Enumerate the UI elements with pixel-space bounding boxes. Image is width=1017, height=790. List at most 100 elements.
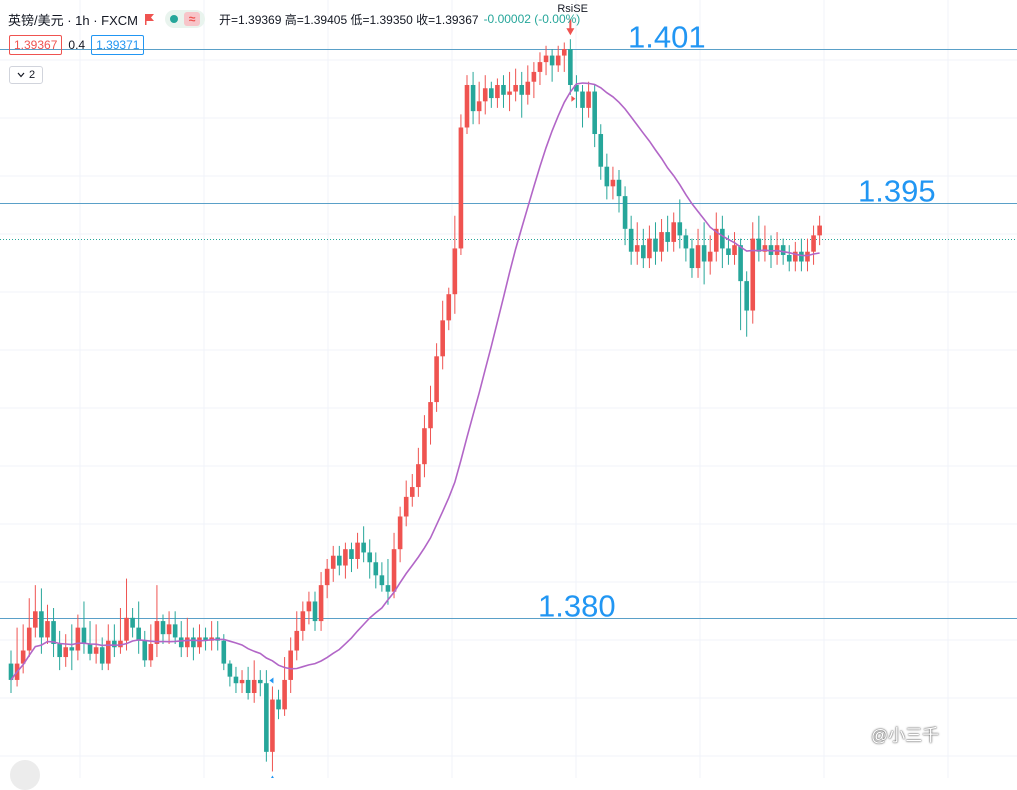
candle-body — [665, 232, 670, 242]
candle-body — [616, 179, 622, 197]
level-label: 1.380 — [538, 589, 616, 624]
tradingview-logo-icon[interactable] — [10, 760, 40, 790]
candle-body — [610, 179, 616, 187]
candle-body — [324, 568, 330, 586]
watermark-text: @小三千 — [871, 726, 940, 745]
candle-body — [251, 679, 257, 694]
candle-body — [507, 91, 512, 95]
candle-body — [221, 640, 227, 664]
candle-body — [434, 356, 439, 403]
buy-price-button[interactable]: 1.39371 — [91, 35, 145, 55]
candle-body — [701, 245, 707, 262]
candle-body — [799, 251, 804, 262]
market-open-icon — [170, 15, 179, 23]
candle-body — [20, 650, 26, 664]
candle-body — [811, 235, 816, 252]
candle-body — [87, 643, 93, 654]
candle-body — [288, 650, 293, 680]
candle-body — [598, 134, 604, 167]
indicator-count: 2 — [28, 69, 36, 81]
candle-body — [634, 245, 640, 252]
candle-body — [349, 549, 354, 559]
candle-body — [8, 663, 14, 680]
candle-body — [93, 647, 99, 654]
candle-body — [227, 663, 233, 677]
candle-body — [239, 679, 245, 684]
candle-body — [45, 621, 50, 638]
candle-body — [561, 49, 567, 56]
candle-body — [130, 617, 135, 628]
candle-body — [124, 617, 129, 641]
candle-body — [726, 248, 731, 255]
candle-body — [793, 251, 798, 262]
candle-body — [653, 238, 658, 252]
moving-average-line — [10, 82, 820, 681]
candle-body — [738, 245, 743, 282]
candle-body — [63, 647, 69, 658]
candle-body — [659, 232, 664, 252]
candle-body — [513, 84, 518, 92]
candle-body — [416, 464, 421, 488]
candle-body — [817, 225, 822, 236]
ohlc-values: 开=1.39369 高=1.39405 低=1.39350 收=1.39367 — [219, 12, 479, 27]
flag-icon[interactable] — [144, 13, 155, 25]
long-arrow-icon — [270, 775, 274, 778]
candle-body — [385, 585, 391, 592]
candle-body — [391, 549, 397, 592]
candle-body — [294, 630, 300, 651]
candle-body — [26, 627, 32, 651]
candle-body — [112, 640, 117, 648]
candle-body — [142, 640, 148, 661]
candle-body — [409, 487, 415, 497]
candle-body — [282, 679, 287, 710]
indicator-legend-toggle[interactable]: 2 — [9, 66, 43, 84]
candle-body — [191, 637, 196, 648]
candle-body — [166, 624, 172, 635]
candle-body — [337, 555, 342, 566]
candle-body — [118, 640, 123, 648]
spread-value: 0.4 — [68, 38, 86, 52]
candle-body — [33, 611, 38, 628]
signal-qty: -2 — [566, 0, 576, 2]
candle-body — [276, 699, 281, 710]
candle-body — [379, 575, 385, 586]
candle-body — [549, 55, 555, 66]
candle-body — [555, 55, 561, 66]
candle-body — [695, 245, 701, 269]
candle-body — [51, 621, 56, 644]
market-status-pill[interactable]: ≈ — [165, 10, 206, 28]
symbol-title[interactable]: 英镑/美元 · 1h · FXCM — [8, 12, 139, 28]
candle-body — [744, 281, 749, 311]
sell-price-button[interactable]: 1.39367 — [9, 35, 63, 55]
candle-body — [57, 643, 62, 658]
candle-body — [361, 542, 366, 553]
candle-body — [574, 84, 579, 92]
candle-body — [470, 84, 476, 112]
candle-body — [330, 555, 336, 569]
candle-body — [683, 235, 689, 249]
candle-body — [458, 127, 464, 249]
candle-body — [233, 676, 239, 684]
candle-body — [689, 248, 695, 269]
candle-body — [403, 496, 409, 517]
candle-body — [495, 84, 500, 99]
candle-body — [543, 55, 549, 63]
candle-body — [671, 222, 677, 242]
candle-body — [568, 49, 573, 85]
candle-body — [373, 562, 379, 576]
candle-body — [732, 245, 737, 255]
candle-body — [300, 611, 306, 631]
candle-body — [786, 254, 792, 262]
candle-body — [172, 624, 178, 638]
price-row: 1.39367 0.4 1.39371 — [9, 35, 145, 55]
candle-body — [397, 516, 403, 550]
candle-body — [105, 640, 111, 664]
candle-body — [622, 196, 628, 229]
candle-body — [750, 238, 756, 311]
short-arrow-icon — [566, 19, 575, 36]
candle-body — [148, 643, 154, 661]
candle-body — [446, 294, 452, 321]
candle-body — [264, 683, 269, 752]
candle-body — [768, 245, 774, 255]
